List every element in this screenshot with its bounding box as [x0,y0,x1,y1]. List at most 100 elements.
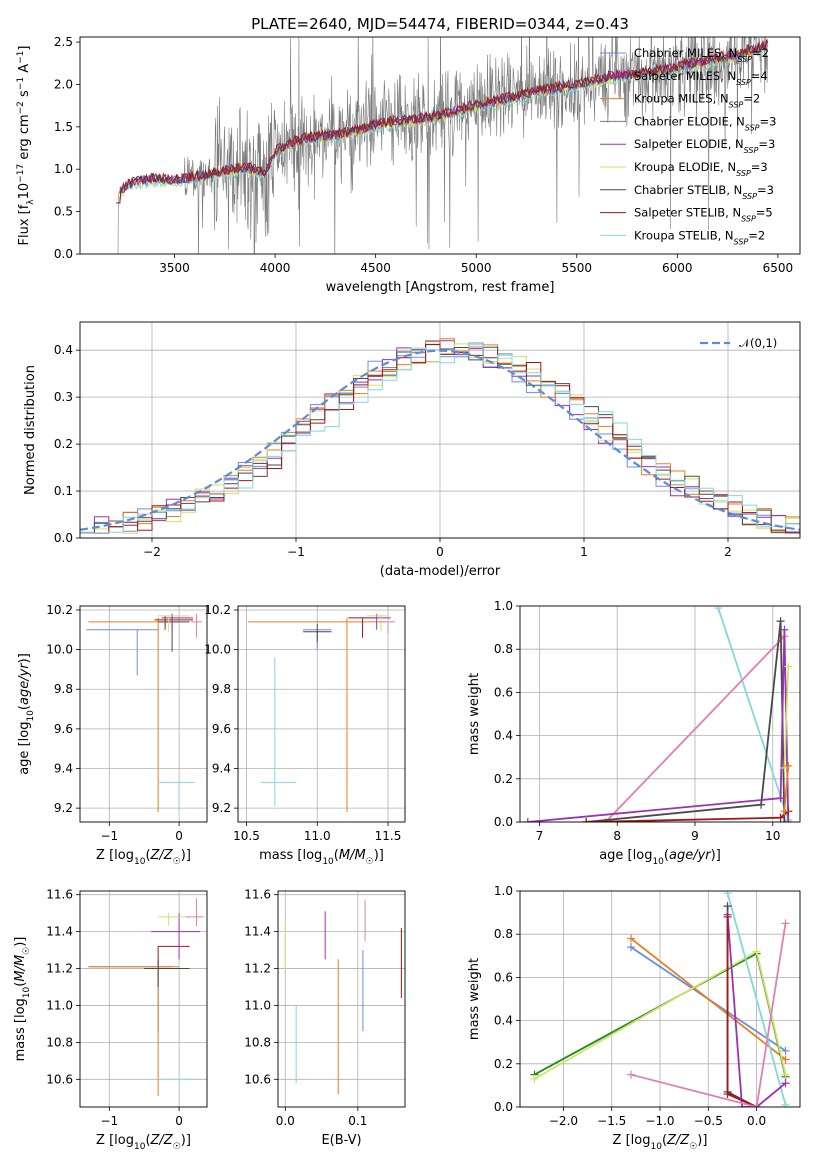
legend-label-tail: =2 [748,228,765,242]
residuals-ylabel: Normed distribution [23,365,38,495]
legend-label: Chabrier ELODIE, NSSP=3 [634,114,776,131]
errorbar-point [88,617,180,813]
y-tick-label: 0.2 [54,437,73,451]
ylabel-part: M/M [13,955,28,982]
legend-label-main: Chabrier STELIB, N [634,183,742,197]
x-tick-label: 10 [765,829,780,843]
ylabel-part: 10 [17,183,32,200]
legend-label-sub: SSP [741,214,756,223]
y-tick-label: 9.4 [54,761,73,775]
ylabel-part: )] [17,653,32,663]
series-marker [530,1074,539,1083]
x-tick-label: −1.5 [597,1114,626,1128]
xlabel-part: 10 [650,1142,662,1152]
legend-label-tail: =5 [756,206,773,220]
xlabel-part: Z [log [96,1133,134,1148]
x-tick-label: −1 [100,829,118,843]
errorbar-point [158,615,190,632]
series-line-chabrier-stelib [586,621,786,822]
y-tick-label: 9.6 [54,722,73,736]
ylabel-part: s [17,90,32,101]
legend-label-main: Kroupa ELODIE, N [634,160,736,174]
legend-label-tail: =3 [758,137,775,151]
series-marker [784,761,793,770]
legend-label: Salpeter STELIB, NSSP=5 [634,206,773,224]
figure-title: PLATE=2640, MJD=54474, FIBERID=0344, z=0… [251,15,629,33]
errorbar-point [144,959,190,987]
xlabel-part: 10 [652,857,664,867]
series-marker [757,800,766,809]
series-marker [781,1070,790,1079]
y-tick-label: 10.8 [46,1035,73,1049]
spectrum-model-salpeter-stelib [116,39,769,204]
series-marker [723,1090,732,1099]
y-tick-label: 10.0 [204,643,231,657]
ylabel-part: ( [13,982,28,987]
errorbar-point [157,945,190,965]
xlabel-part: E(B-V) [321,1133,361,1148]
spectrum-ylabel: Flux [fλ10−17 erg cm−2 s−1 A−1] [16,46,36,246]
massweight_vs_age-ylabel: mass weight [467,673,482,755]
series-line-kroupa-elodie [783,666,790,769]
spectrum-plot-area [116,37,769,254]
spectrum-model-chabrier-stelib [116,39,769,204]
series-marker [784,662,793,671]
y-tick-label: 10.6 [46,1072,73,1086]
ylabel-part: −2 [16,101,26,114]
legend-label-main: Salpeter MILES, N [634,69,736,83]
x-tick-label: −2 [143,545,161,559]
histogram-kroupa-stelib [80,344,800,534]
ylabel-part: mass weight [467,673,482,755]
y-tick-label: 11.6 [46,888,73,902]
ylabel-part: age [log [17,722,32,775]
x-tick-label: 7 [536,829,544,843]
y-tick-label: 9.2 [212,801,231,815]
series-marker [784,818,793,822]
x-tick-label: 6500 [763,261,794,275]
xlabel-part: ( [145,848,150,863]
y-tick-label: 9.2 [54,801,73,815]
ylabel-part: λ [26,199,36,205]
series-marker [627,1070,636,1079]
series-marker [723,891,732,898]
age_vs_Z-frame [79,605,208,823]
series-marker [776,813,785,822]
y-tick-label: 2.5 [54,35,73,49]
series-line-kroupa-stelib [726,892,787,1106]
x-tick-label: −0.5 [694,1114,723,1128]
x-tick-label: 9 [691,829,699,843]
xlabel-part: ( [145,1133,150,1148]
ylabel-part: ☉ [22,947,32,955]
residuals-plot-area [80,338,800,534]
y-tick-label: 0.0 [54,531,73,545]
xlabel-part: )] [374,848,384,863]
ylabel-part: ] [17,46,32,51]
series-marker [780,625,789,634]
ylabel-part: 10 [22,986,32,998]
series-marker [752,1103,761,1107]
legend-label: Chabrier MILES, NSSP=2 [634,46,769,64]
series-marker [738,1103,747,1107]
legend-label-main: Salpeter ELODIE, N [634,137,744,151]
y-tick-label: 9.8 [54,682,73,696]
legend-label-main: Kroupa STELIB, N [634,228,734,242]
xlabel-part: 10 [322,857,334,867]
mass_vs_ebv-plot-area [284,900,402,1095]
legend-label-main: Chabrier ELODIE, N [634,114,745,128]
xlabel-part: M/M [339,848,366,863]
series-marker [752,947,761,956]
y-tick-label: 0.6 [494,685,513,699]
xlabel-part: 10 [134,857,146,867]
legend-label-sub: SSP [736,169,751,178]
series-marker [723,902,732,911]
legend-label: Salpeter MILES, NSSP=4 [634,69,768,87]
y-tick-label: 10.0 [46,643,73,657]
massweight_vs_age-plot-area [523,606,793,822]
xlabel-part: ( [662,1133,667,1148]
ylabel-part: A [17,64,32,77]
x-tick-label: 5500 [561,261,592,275]
series-marker [714,606,723,613]
errorbar-point [158,913,187,927]
massweight_vs_Z-ylabel: mass weight [467,958,482,1040]
